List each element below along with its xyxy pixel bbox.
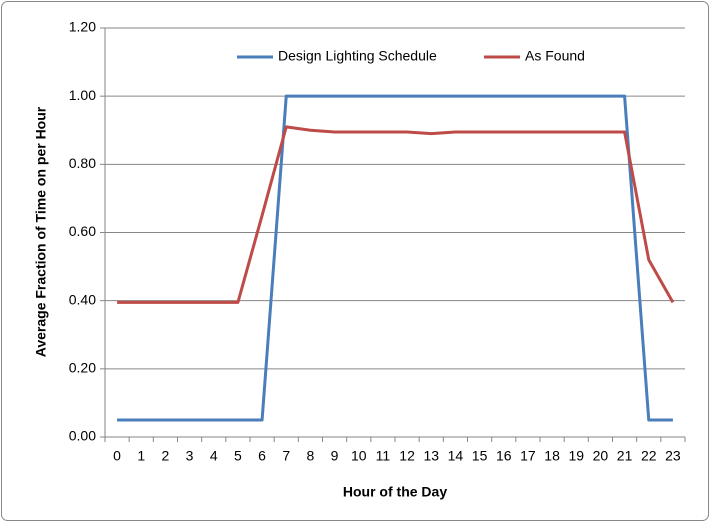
series-line — [117, 94, 673, 422]
x-tick-label: 10 — [351, 448, 367, 464]
legend-label: Design Lighting Schedule — [278, 48, 437, 64]
x-tick-label: 2 — [162, 448, 170, 464]
x-tick-label: 7 — [282, 448, 290, 464]
x-tick-label: 16 — [496, 448, 512, 464]
x-tick-label: 22 — [641, 448, 657, 464]
y-tick-label: 0.00 — [69, 428, 96, 444]
legend-label: As Found — [525, 48, 585, 64]
x-tick-label: 19 — [568, 448, 584, 464]
y-tick-label: 1.20 — [69, 19, 96, 35]
y-tick-label: 0.40 — [69, 291, 96, 307]
x-tick-label: 21 — [617, 448, 633, 464]
x-tick-label: 18 — [544, 448, 560, 464]
x-tick-label: 23 — [665, 448, 681, 464]
x-tick-label: 20 — [593, 448, 609, 464]
x-axis-label: Hour of the Day — [343, 484, 447, 500]
x-tick-label: 14 — [448, 448, 464, 464]
x-tick-label: 15 — [472, 448, 488, 464]
x-tick-label: 12 — [399, 448, 415, 464]
x-tick-label: 8 — [307, 448, 315, 464]
y-tick-label: 0.20 — [69, 360, 96, 376]
series-line — [117, 125, 675, 304]
x-tick-label: 13 — [423, 448, 439, 464]
y-tick-label: 0.60 — [69, 223, 96, 239]
x-tick-label: 0 — [113, 448, 121, 464]
x-tick-label: 4 — [210, 448, 218, 464]
x-tick-label: 11 — [376, 448, 391, 464]
y-tick-label: 1.00 — [69, 87, 96, 103]
x-tick-label: 3 — [186, 448, 194, 464]
y-axis-label: Average Fraction of Time on per Hour — [33, 106, 49, 357]
x-tick-label: 9 — [331, 448, 339, 464]
x-tick-label: 1 — [137, 448, 145, 464]
x-tick-label: 17 — [520, 448, 536, 464]
x-tick-label: 6 — [258, 448, 266, 464]
y-tick-label: 0.80 — [69, 155, 96, 171]
x-tick-label: 5 — [234, 448, 242, 464]
